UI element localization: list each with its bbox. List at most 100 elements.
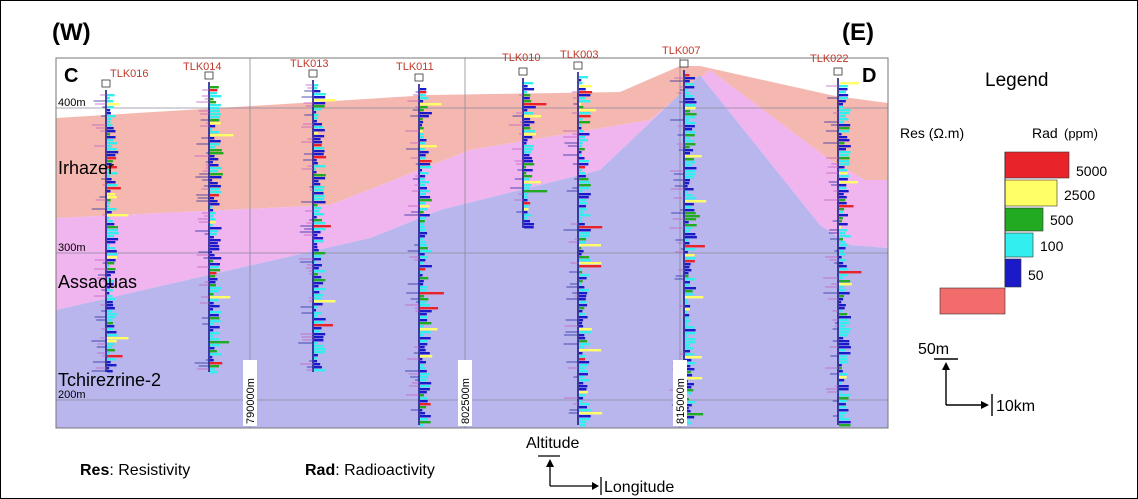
rad-log-segment	[314, 249, 319, 252]
rad-log-segment	[314, 327, 322, 330]
rad-log-segment	[210, 362, 223, 365]
rad-log-segment	[420, 394, 424, 397]
rad-log-segment	[420, 250, 432, 253]
rad-log-segment	[420, 418, 428, 421]
rad-log-segment	[314, 186, 325, 189]
rad-log-segment	[685, 137, 691, 140]
rad-log-segment	[420, 397, 428, 400]
rad-log-segment	[685, 293, 695, 296]
rad-log-segment	[420, 337, 431, 340]
well-head-marker	[518, 67, 528, 76]
well-label: TLK007	[662, 45, 701, 57]
rad-log-segment	[210, 272, 217, 275]
rad-log-segment	[210, 266, 219, 269]
rad-log-segment	[210, 200, 218, 203]
rad-log-segment	[839, 301, 842, 304]
rad-log-segment	[685, 344, 690, 347]
rad-log-segment	[107, 154, 116, 157]
rad-log-segment	[685, 326, 695, 329]
rad-log-segment	[685, 374, 693, 377]
rad-log-segment	[839, 391, 842, 394]
rad-log-segment	[210, 293, 214, 296]
axes-key-lines	[538, 455, 602, 495]
rad-log-segment	[579, 184, 591, 187]
rad-log-segment	[685, 386, 692, 389]
rad-log-segment	[420, 118, 423, 121]
rad-log-segment	[839, 280, 851, 283]
rad-log-segment	[314, 123, 322, 126]
rad-log-segment	[420, 172, 429, 175]
rad-log-segment	[107, 355, 123, 358]
rad-log-segment	[685, 173, 696, 176]
rad-log-segment	[685, 143, 696, 146]
rad-log-segment	[420, 268, 426, 271]
rad-log-segment	[685, 371, 691, 374]
rad-log-segment	[839, 226, 842, 229]
rad-log-segment	[420, 241, 426, 244]
rad-log-segment	[314, 153, 324, 156]
axes-key: Altitude Longitude	[526, 435, 674, 496]
rad-log-segment	[579, 385, 588, 388]
rad-log-segment	[314, 129, 325, 132]
rad-log-segment	[314, 207, 322, 210]
rad-log-segment	[524, 88, 535, 91]
arrow-right-icon	[592, 482, 599, 490]
rad-log-segment	[420, 364, 424, 367]
legend-value-100: 100	[1040, 238, 1064, 254]
rad-log-segment	[107, 196, 117, 199]
rad-log-segment	[107, 172, 118, 175]
rad-log-segment	[839, 154, 849, 157]
well-head-marker	[679, 59, 689, 68]
rad-log-segment	[839, 199, 846, 202]
scale-bar	[934, 358, 993, 416]
rad-log-segment	[420, 139, 427, 142]
rad-log-segment	[107, 106, 114, 109]
rad-log-segment	[314, 222, 326, 225]
rad-log-segment	[107, 175, 111, 178]
rad-log-segment	[107, 340, 117, 343]
rad-log-segment	[579, 133, 590, 136]
rad-log-segment	[839, 208, 845, 211]
rad-log-segment	[420, 262, 424, 265]
rad-log-segment	[579, 397, 583, 400]
rad-log-segment	[685, 257, 696, 260]
rad-log-segment	[314, 273, 318, 276]
rad-log-segment	[839, 307, 845, 310]
rad-log-segment	[839, 343, 850, 346]
rad-log-segment	[420, 391, 427, 394]
rad-log-segment	[524, 94, 531, 97]
rad-log-segment	[210, 365, 219, 368]
rad-log-segment	[685, 359, 692, 362]
rad-log-segment	[420, 160, 432, 163]
east-label: (E)	[842, 19, 874, 46]
rad-log-segment	[420, 376, 429, 379]
rad-log-segment	[685, 113, 697, 116]
rad-log-segment	[420, 112, 432, 115]
rad-log-segment	[579, 349, 602, 352]
rad-log-segment	[579, 364, 589, 367]
rad-log-segment	[685, 383, 694, 386]
rad-log-segment	[107, 217, 110, 220]
rad-log-segment	[839, 334, 848, 337]
legend-swatch-resistivity	[939, 287, 1006, 315]
rad-log-segment	[579, 376, 585, 379]
rad-log-segment	[420, 130, 423, 133]
rad-log-segment	[210, 173, 223, 176]
rad-log-segment	[314, 363, 321, 366]
rad-log-segment	[685, 320, 691, 323]
rad-log-segment	[420, 142, 426, 145]
section-end-label: D	[862, 65, 876, 87]
rad-log-segment	[579, 394, 585, 397]
rad-log-segment	[107, 181, 116, 184]
rad-log-segment	[210, 320, 221, 323]
rad-log-segment	[314, 228, 326, 231]
rad-log-segment	[839, 229, 848, 232]
altitude-label-300m: 300m	[58, 242, 86, 254]
rad-log-segment	[579, 223, 585, 226]
rad-log-segment	[579, 163, 589, 166]
legend-value-500: 500	[1050, 212, 1074, 228]
rad-log-segment	[524, 139, 528, 142]
rad-log-segment	[839, 415, 845, 418]
rad-log-segment	[839, 376, 847, 379]
rad-log-segment	[579, 406, 587, 409]
